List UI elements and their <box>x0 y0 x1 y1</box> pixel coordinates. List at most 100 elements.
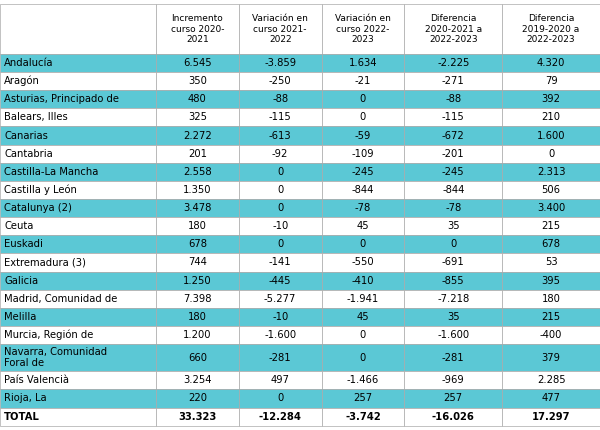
Bar <box>0 235 156 253</box>
Text: -12.284: -12.284 <box>259 412 302 422</box>
Text: 325: 325 <box>188 112 207 123</box>
Text: -844: -844 <box>352 185 374 195</box>
Text: 1.200: 1.200 <box>183 330 212 340</box>
Text: -550: -550 <box>352 258 374 267</box>
Text: Diferencia
2020-2021 a
2022-2023: Diferencia 2020-2021 a 2022-2023 <box>425 14 482 44</box>
Text: Melilla: Melilla <box>4 312 37 322</box>
Bar <box>239 390 322 408</box>
Text: 660: 660 <box>188 353 207 362</box>
Text: 2.558: 2.558 <box>183 167 212 177</box>
Bar <box>404 344 502 371</box>
Bar <box>404 90 502 108</box>
Text: 0: 0 <box>277 393 283 403</box>
Text: -410: -410 <box>352 276 374 286</box>
Bar <box>502 90 600 108</box>
Bar <box>239 4 322 54</box>
Text: 0: 0 <box>548 149 554 159</box>
Text: Castilla y León: Castilla y León <box>4 185 77 195</box>
Bar <box>322 235 404 253</box>
Bar <box>322 90 404 108</box>
Text: 180: 180 <box>188 312 207 322</box>
Text: -109: -109 <box>352 149 374 159</box>
Bar <box>322 108 404 126</box>
Bar <box>156 181 239 199</box>
Text: -844: -844 <box>442 185 464 195</box>
Text: TOTAL: TOTAL <box>4 412 40 422</box>
Bar <box>0 371 156 390</box>
Text: 3.400: 3.400 <box>537 203 565 213</box>
Text: 4.320: 4.320 <box>537 58 565 68</box>
Bar <box>322 390 404 408</box>
Bar <box>156 108 239 126</box>
Text: 379: 379 <box>542 353 560 362</box>
Text: 6.545: 6.545 <box>183 58 212 68</box>
Bar <box>404 54 502 72</box>
Bar <box>0 163 156 181</box>
Bar <box>239 272 322 290</box>
Text: 0: 0 <box>360 112 366 123</box>
Text: Catalunya (2): Catalunya (2) <box>4 203 72 213</box>
Text: 678: 678 <box>188 240 207 249</box>
Text: -855: -855 <box>442 276 464 286</box>
Text: Cantabria: Cantabria <box>4 149 53 159</box>
Text: Variación en
curso 2021-
2022: Variación en curso 2021- 2022 <box>252 14 308 44</box>
Bar <box>239 371 322 390</box>
Bar <box>322 163 404 181</box>
Bar <box>502 144 600 163</box>
Bar <box>502 272 600 290</box>
Bar <box>322 126 404 144</box>
Text: -10: -10 <box>272 221 289 231</box>
Text: -201: -201 <box>442 149 464 159</box>
Text: -2.225: -2.225 <box>437 58 469 68</box>
Text: -1.600: -1.600 <box>264 330 296 340</box>
Bar <box>322 72 404 90</box>
Text: -245: -245 <box>352 167 374 177</box>
Bar <box>502 308 600 326</box>
Text: 350: 350 <box>188 76 207 86</box>
Bar <box>0 390 156 408</box>
Text: Canarias: Canarias <box>4 131 48 141</box>
Bar <box>404 181 502 199</box>
Bar <box>239 344 322 371</box>
Text: 257: 257 <box>444 393 463 403</box>
Text: -271: -271 <box>442 76 464 86</box>
Text: -445: -445 <box>269 276 292 286</box>
Text: -3.742: -3.742 <box>345 412 381 422</box>
Text: 1.634: 1.634 <box>349 58 377 68</box>
Text: -250: -250 <box>269 76 292 86</box>
Bar <box>502 72 600 90</box>
Bar <box>0 181 156 199</box>
Text: -21: -21 <box>355 76 371 86</box>
Text: -691: -691 <box>442 258 464 267</box>
Text: -1.600: -1.600 <box>437 330 469 340</box>
Text: -672: -672 <box>442 131 464 141</box>
Text: 53: 53 <box>545 258 557 267</box>
Text: 7.398: 7.398 <box>183 294 212 304</box>
Bar <box>156 390 239 408</box>
Bar <box>502 408 600 426</box>
Bar <box>0 108 156 126</box>
Bar <box>0 126 156 144</box>
Bar <box>156 163 239 181</box>
Text: 744: 744 <box>188 258 207 267</box>
Bar <box>156 90 239 108</box>
Text: -10: -10 <box>272 312 289 322</box>
Bar <box>156 72 239 90</box>
Bar <box>322 408 404 426</box>
Bar <box>239 217 322 235</box>
Text: Extremadura (3): Extremadura (3) <box>4 258 86 267</box>
Bar <box>156 272 239 290</box>
Bar <box>502 326 600 344</box>
Bar <box>404 326 502 344</box>
Text: 33.323: 33.323 <box>178 412 217 422</box>
Bar <box>156 371 239 390</box>
Bar <box>322 199 404 217</box>
Bar <box>322 371 404 390</box>
Text: 79: 79 <box>545 76 557 86</box>
Text: -1.466: -1.466 <box>347 375 379 385</box>
Text: -7.218: -7.218 <box>437 294 469 304</box>
Text: -1.941: -1.941 <box>347 294 379 304</box>
Text: 45: 45 <box>356 312 370 322</box>
Text: Aragón: Aragón <box>4 76 40 86</box>
Text: 0: 0 <box>277 185 283 195</box>
